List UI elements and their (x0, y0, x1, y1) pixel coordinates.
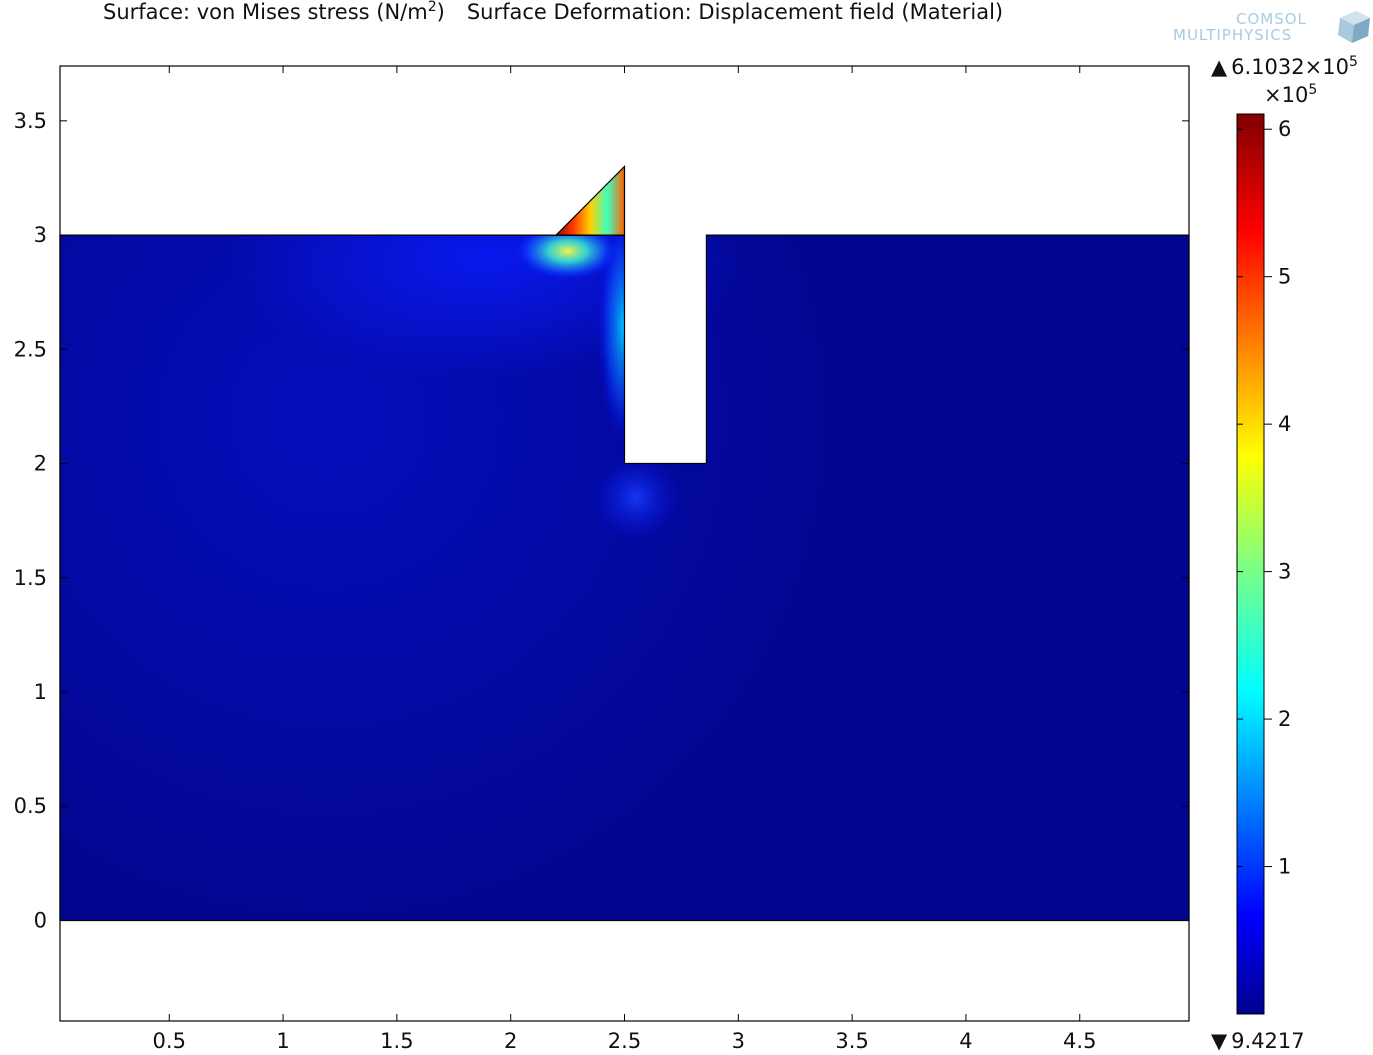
y-tick-label: 1 (34, 680, 47, 704)
x-tick-label: 4 (959, 1029, 972, 1053)
stress-hotspot-surface (512, 235, 623, 282)
stress-field (60, 235, 849, 921)
x-tick-label: 3 (732, 1029, 745, 1053)
colorbar-tick-label: 6 (1278, 117, 1291, 141)
x-axis: 0.5 1 1.5 2 2.5 3 3.5 4 4.5 (153, 66, 1096, 1053)
y-tick-label: 2 (34, 452, 47, 476)
x-tick-label: 2.5 (608, 1029, 641, 1053)
x-tick-label: 2 (504, 1029, 517, 1053)
y-tick-label: 0.5 (14, 794, 47, 818)
plot-area (59, 65, 1190, 1022)
y-tick-label: 1.5 (14, 566, 47, 590)
stress-glow-left (60, 235, 849, 921)
x-tick-label: 0.5 (153, 1029, 186, 1053)
min-triangle-icon: ▼ (1211, 1029, 1228, 1053)
x-tick-label: 4.5 (1063, 1029, 1096, 1053)
y-axis: 0 0.5 1 1.5 2 2.5 3 3.5 (14, 109, 1189, 932)
colorbar-tick-label: 5 (1278, 265, 1291, 289)
logo-line2: MULTIPHYSICS (1173, 26, 1292, 44)
stress-hotspot-notch-corner (590, 452, 681, 543)
comsol-cube-icon (1338, 11, 1370, 43)
colorbar-ticks: 1 2 3 4 5 6 (1237, 117, 1291, 879)
colorbar-tick-label: 4 (1278, 412, 1291, 436)
colorbar-gradient (1236, 113, 1265, 1015)
colorbar-min-label: ▼ 9.4217 (1211, 1029, 1305, 1053)
max-triangle-icon: ▲ (1211, 55, 1228, 79)
x-tick-label: 1.5 (380, 1029, 413, 1053)
plot-title: Surface: von Mises stress (N/m2) Surface … (103, 0, 1003, 24)
y-tick-label: 0 (34, 908, 47, 932)
colorbar-tick-label: 3 (1278, 560, 1291, 584)
y-tick-label: 3 (34, 223, 47, 247)
colorbar-tick-label: 2 (1278, 707, 1291, 731)
colorbar-multiplier: ×105 (1264, 82, 1317, 107)
comsol-logo: COMSOL MULTIPHYSICS (1173, 10, 1370, 44)
x-tick-label: 1 (276, 1029, 289, 1053)
colorbar-max-label: ▲ 6.1032×105 (1211, 54, 1358, 79)
x-tick-label: 3.5 (835, 1029, 868, 1053)
colorbar-tick-label: 1 (1278, 855, 1291, 879)
y-tick-label: 2.5 (14, 337, 47, 361)
colorbar: ▲ 6.1032×105 ×105 1 2 3 4 5 6 ▼ 9.4217 (1211, 54, 1358, 1053)
y-tick-label: 3.5 (14, 109, 47, 133)
logo-line1: COMSOL (1236, 10, 1307, 28)
